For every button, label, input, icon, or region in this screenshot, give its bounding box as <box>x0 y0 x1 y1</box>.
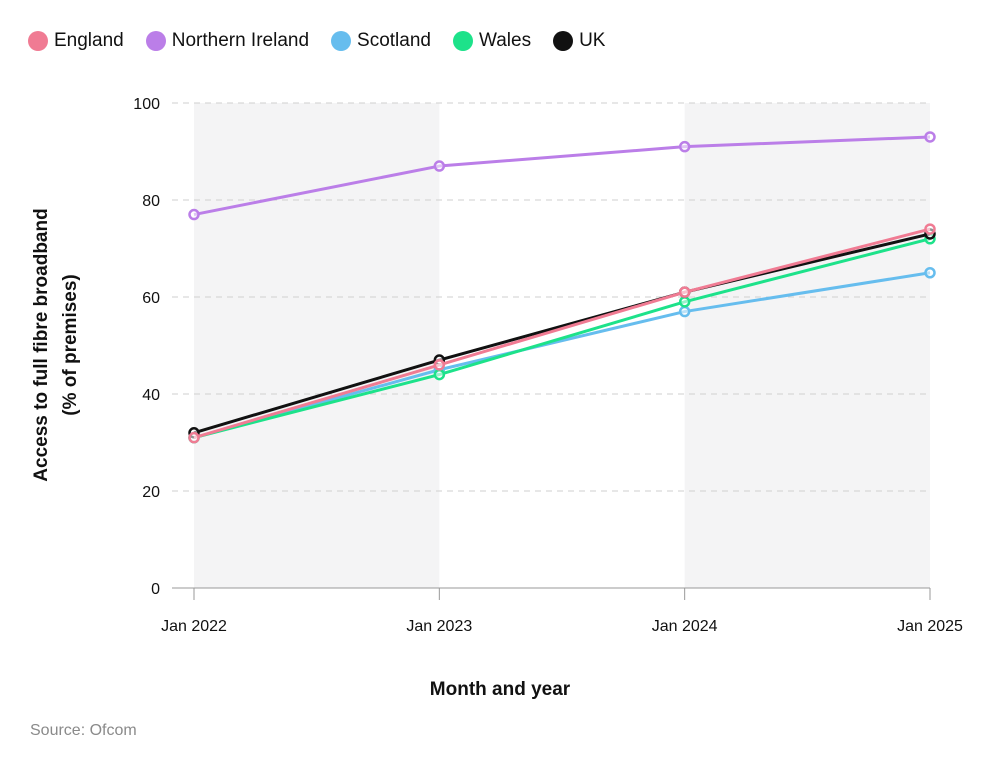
y-axis-title-line-2: (% of premises) <box>60 274 81 415</box>
background-bands <box>194 103 930 588</box>
y-tick-label: 60 <box>142 290 160 307</box>
data-point-northern-ireland <box>433 160 446 172</box>
chart-legend: England Northern Ireland Scotland Wales UK <box>28 30 627 52</box>
y-tick-label: 20 <box>142 484 160 501</box>
y-axis-title-line-1: Access to full fibre broadband <box>31 208 52 481</box>
x-tick-label: Jan 2022 <box>161 618 227 635</box>
x-tick-label: Jan 2023 <box>406 618 472 635</box>
x-tick-label: Jan 2024 <box>652 618 718 635</box>
series-line-uk <box>193 232 931 435</box>
series-line-northern-ireland <box>193 135 931 217</box>
data-point-northern-ireland <box>678 140 691 153</box>
y-tick-label: 0 <box>151 581 160 598</box>
legend-item-northern-ireland: Northern Ireland <box>145 30 310 52</box>
legend-swatch <box>331 31 352 51</box>
data-point-scotland <box>678 305 691 318</box>
data-point-england <box>433 359 446 371</box>
background-band <box>194 103 440 588</box>
series-northern-ireland <box>188 131 936 221</box>
data-point-england <box>924 223 936 235</box>
data-point-wales <box>678 296 691 308</box>
axes: Jan 2022 Jan 2023 Jan 2024 Jan 2025 <box>161 587 963 635</box>
legend-swatch <box>145 31 166 51</box>
y-tick-label: 40 <box>142 387 160 404</box>
series-line-england <box>193 227 931 440</box>
x-axis-title: Month and year <box>430 679 571 700</box>
x-tick-label: Jan 2025 <box>897 618 963 635</box>
legend-swatch <box>28 31 48 51</box>
background-band <box>684 103 930 588</box>
y-tick-label: 80 <box>142 193 160 210</box>
legend-label: Scotland <box>357 30 431 51</box>
data-point-northern-ireland <box>924 131 936 143</box>
data-point-wales <box>433 368 446 381</box>
series-line-wales <box>193 237 931 440</box>
y-tick-label: 100 <box>133 96 160 113</box>
series-lines <box>188 131 936 444</box>
data-point-scotland <box>924 267 936 279</box>
legend-label: Wales <box>478 30 532 51</box>
legend-label: England <box>54 30 124 51</box>
legend-item-england: England <box>28 30 124 52</box>
legend-swatch <box>553 31 574 51</box>
series-line-scotland <box>193 271 931 440</box>
source-note: Source: Ofcom <box>30 722 137 739</box>
series-england <box>188 223 936 444</box>
gridlines: 0 20 40 60 80 100 <box>133 96 930 598</box>
legend-item-wales: Wales <box>452 30 532 52</box>
legend-label: Northern Ireland <box>171 30 310 51</box>
data-point-northern-ireland <box>188 208 200 221</box>
data-point-england <box>188 431 200 444</box>
legend-item-uk: UK <box>553 30 605 52</box>
legend-item-scotland: Scotland <box>331 30 431 52</box>
data-point-england <box>678 286 691 298</box>
legend-swatch <box>452 31 473 51</box>
legend-label: UK <box>579 30 606 51</box>
